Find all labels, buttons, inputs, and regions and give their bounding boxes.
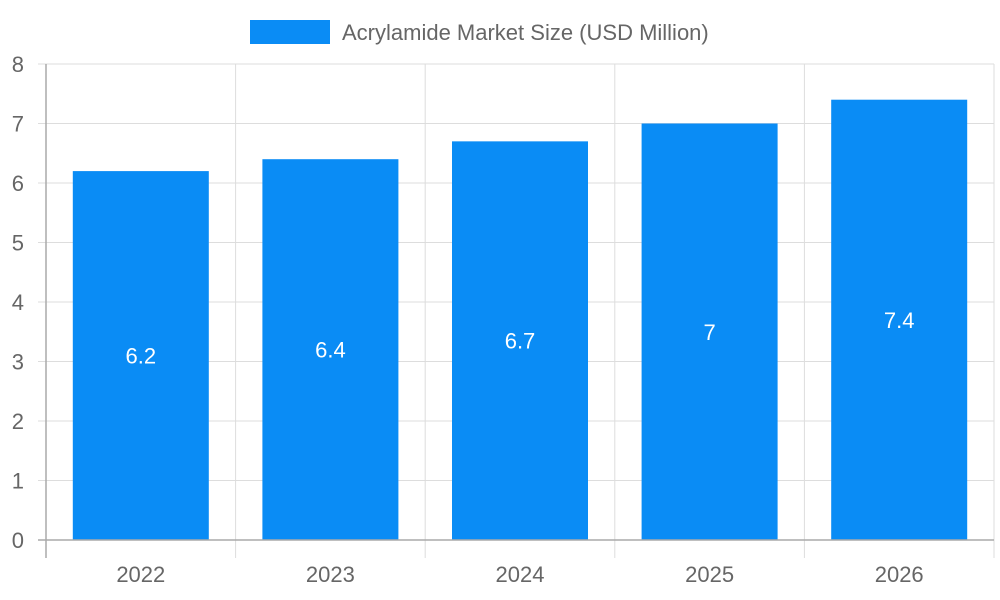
x-tick-label: 2026 bbox=[875, 562, 924, 587]
bar-value-label: 7 bbox=[703, 320, 715, 345]
y-tick-label: 7 bbox=[12, 112, 24, 137]
x-tick-label: 2023 bbox=[306, 562, 355, 587]
y-tick-label: 8 bbox=[12, 52, 24, 77]
legend: Acrylamide Market Size (USD Million) bbox=[250, 20, 709, 45]
y-tick-label: 5 bbox=[12, 231, 24, 256]
bar-value-label: 6.7 bbox=[505, 329, 536, 354]
legend-label: Acrylamide Market Size (USD Million) bbox=[342, 20, 709, 45]
bar-value-label: 6.4 bbox=[315, 338, 346, 363]
legend-swatch bbox=[250, 20, 330, 44]
y-tick-label: 2 bbox=[12, 409, 24, 434]
x-tick-label: 2025 bbox=[685, 562, 734, 587]
bar-2022 bbox=[72, 171, 209, 540]
y-tick-label: 0 bbox=[12, 528, 24, 553]
bar-2024 bbox=[452, 141, 588, 540]
y-tick-label: 6 bbox=[12, 171, 24, 196]
x-tick-label: 2022 bbox=[116, 562, 165, 587]
x-tick-label: 2024 bbox=[496, 562, 545, 587]
bars: 6.2 6.4 6.7 7 7.4 bbox=[72, 99, 968, 540]
bar-2025 bbox=[641, 123, 778, 540]
bar-value-label: 7.4 bbox=[884, 308, 915, 333]
axes: 0 1 2 3 4 5 6 7 8 2022 2023 2024 2025 2026 bbox=[12, 52, 994, 587]
bar-value-label: 6.2 bbox=[126, 344, 157, 369]
y-tick-label: 3 bbox=[12, 350, 24, 375]
y-tick-label: 4 bbox=[12, 290, 24, 315]
bar-2023 bbox=[262, 159, 399, 540]
y-tick-label: 1 bbox=[12, 469, 24, 494]
bar-2026 bbox=[831, 99, 968, 540]
